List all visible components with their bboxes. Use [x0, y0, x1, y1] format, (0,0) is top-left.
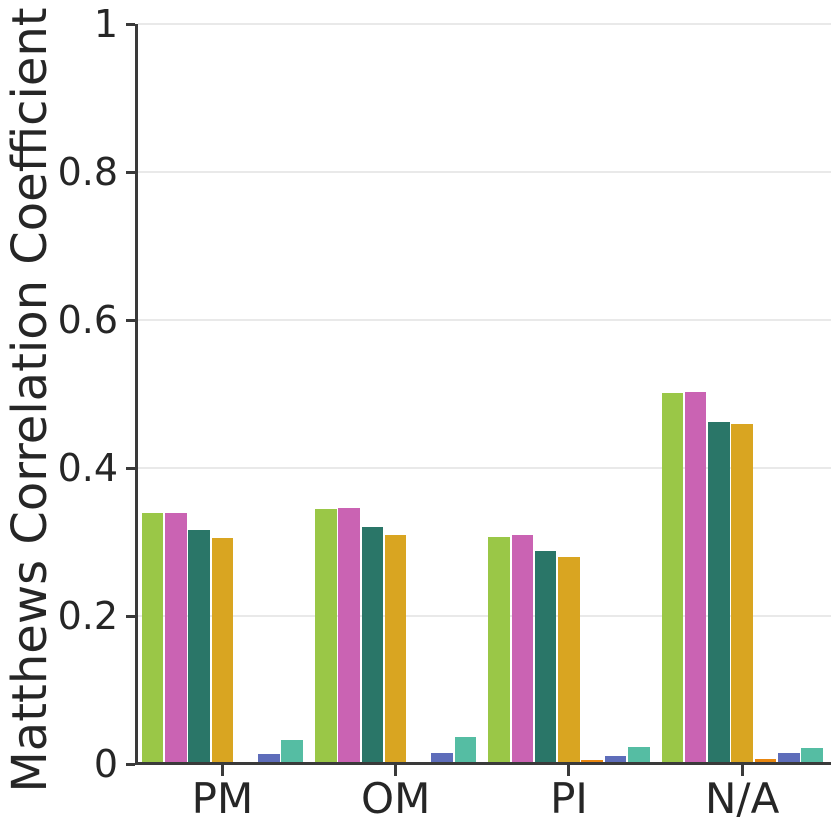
x-tick-mark: [567, 765, 571, 776]
bar-series-2-magenta-N/A: [684, 392, 707, 764]
y-tick-mark: [126, 22, 135, 26]
bar-series-1-green-OM: [315, 509, 337, 764]
bar-series-6-blue-PM: [258, 754, 280, 764]
x-tick-label-PM: PM: [191, 774, 254, 823]
bar-series-3-teal-PM: [188, 530, 210, 764]
bar-series-6-blue-OM: [431, 753, 454, 764]
grid-line: [138, 23, 831, 25]
bar-series-1-green-N/A: [661, 393, 684, 764]
y-tick-label: 0.8: [57, 150, 118, 194]
bar-series-7-mint-OM: [454, 737, 477, 764]
bar-series-6-blue-PI: [604, 756, 627, 764]
y-tick-label: 1: [93, 2, 118, 46]
bar-series-3-teal-OM: [361, 527, 384, 764]
grid-line: [138, 319, 831, 321]
bar-series-1-green-PM: [141, 513, 164, 764]
bar-series-7-mint-PI: [627, 747, 650, 764]
bar-series-2-magenta-PM: [165, 513, 187, 764]
bar-series-3-teal-N/A: [708, 422, 730, 764]
plot-area: [138, 23, 831, 764]
bar-series-4-gold-N/A: [731, 424, 753, 764]
y-tick-label: 0.2: [57, 594, 118, 638]
bar-series-1-green-PI: [488, 537, 510, 764]
grid-line: [138, 615, 831, 617]
y-axis-spine: [135, 24, 138, 765]
bar-series-6-blue-N/A: [777, 753, 800, 764]
bar-series-2-magenta-PI: [511, 535, 534, 764]
x-tick-label-OM: OM: [361, 774, 431, 823]
x-tick-label-PI: PI: [550, 774, 588, 823]
y-tick-mark: [126, 170, 135, 174]
bar-series-7-mint-N/A: [801, 748, 823, 764]
bar-series-3-teal-PI: [534, 551, 557, 764]
y-tick-label: 0.4: [57, 446, 118, 490]
bar-series-2-magenta-OM: [338, 508, 360, 764]
bar-series-4-gold-OM: [384, 535, 407, 764]
bar-series-7-mint-PM: [281, 740, 304, 764]
x-tick-mark: [220, 765, 224, 776]
y-tick-mark: [126, 614, 135, 618]
y-tick-label: 0: [93, 742, 118, 786]
y-axis-label: Matthews Correlation Coefficient: [2, 7, 58, 793]
bar-series-5-orange-N/A: [754, 759, 777, 764]
bar-series-4-gold-PM: [211, 538, 234, 764]
x-axis-spine: [135, 762, 831, 765]
y-tick-label: 0.6: [57, 298, 118, 342]
bar-series-4-gold-PI: [558, 557, 580, 764]
y-tick-mark: [126, 466, 135, 470]
y-tick-mark: [126, 762, 135, 766]
x-tick-label-N-A: N/A: [705, 774, 780, 823]
grid-line: [138, 467, 831, 469]
grid-line: [138, 171, 831, 173]
x-tick-mark: [394, 765, 398, 776]
x-tick-mark: [740, 765, 744, 776]
y-tick-mark: [126, 318, 135, 322]
